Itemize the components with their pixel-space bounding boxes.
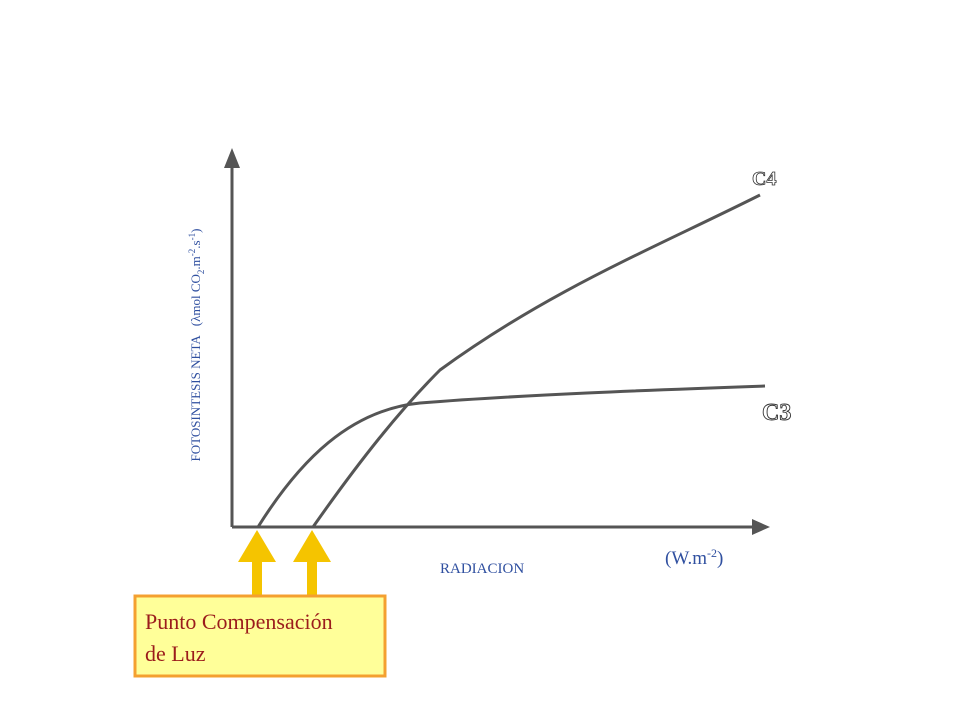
c4-curve — [311, 193, 761, 528]
arrow-shaft — [307, 555, 317, 595]
c3-label: C3 — [762, 400, 791, 426]
y-title-part: .m — [188, 256, 203, 269]
arrows — [238, 530, 331, 595]
y-title-part: FOTOSINTESIS NETA — [188, 335, 203, 462]
x-unit-part: (W.m — [665, 548, 707, 569]
arrow-head — [238, 530, 276, 562]
y-title-part: .s — [188, 240, 203, 248]
x-axis-arrow — [752, 519, 770, 535]
y-title-sup: -1 — [187, 233, 197, 241]
x-unit-sup: -2 — [707, 546, 717, 560]
callout-line: Punto Compensación — [145, 609, 333, 634]
y-title-part: (λmol CO — [188, 274, 203, 326]
y-axis-arrow — [224, 148, 240, 168]
y-axis-title: FOTOSINTESIS NETA (λmol CO2.m-2.s-1) — [187, 229, 206, 462]
c4-label: C4 — [752, 168, 776, 190]
x-axis-unit: (W.m-2) — [665, 546, 723, 569]
x-axis-title: RADIACION — [440, 561, 524, 577]
arrow-shaft — [252, 555, 262, 595]
y-title-sup: -2 — [187, 249, 197, 257]
axes — [224, 148, 770, 535]
c3-curve — [256, 384, 766, 528]
y-title-sub: 2 — [196, 270, 206, 275]
x-unit-part: ) — [717, 548, 723, 569]
arrow-head — [293, 530, 331, 562]
y-title-part: ) — [188, 229, 203, 233]
callout-line: de Luz — [145, 641, 206, 666]
callout-box — [133, 594, 387, 678]
